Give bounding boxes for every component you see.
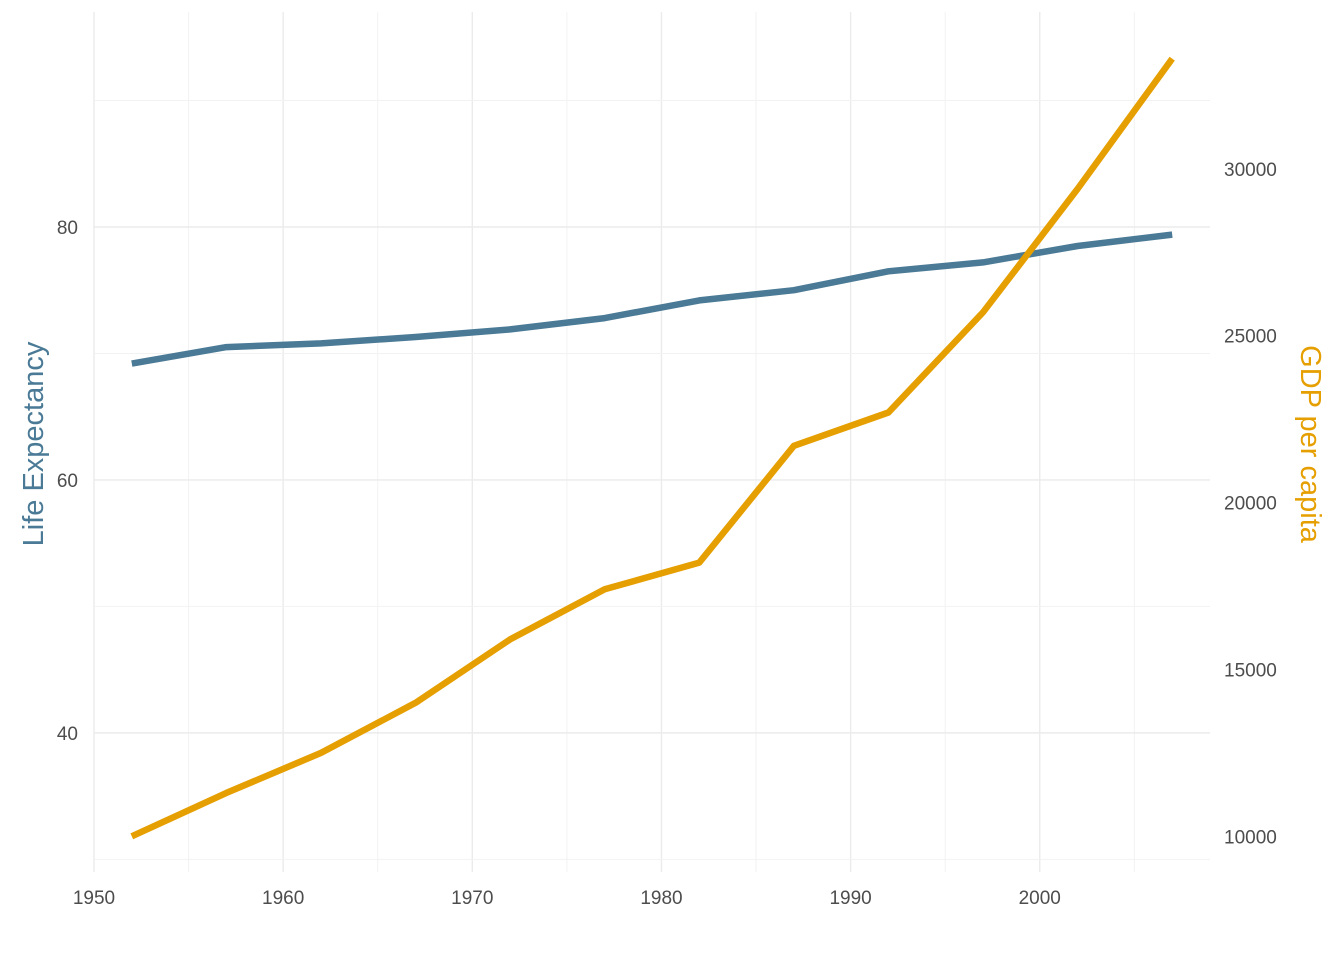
right-tick-label: 20000 (1224, 494, 1277, 515)
left-axis-tick-labels: 40 60 80 (57, 218, 78, 745)
right-tick-label: 15000 (1224, 660, 1277, 681)
x-tick-label: 1970 (451, 888, 493, 909)
right-tick-label: 25000 (1224, 327, 1277, 348)
left-tick-label: 80 (57, 218, 78, 239)
life-expectancy-line (131, 231, 1173, 367)
x-tick-label: 1980 (640, 888, 682, 909)
series-lines (130, 56, 1175, 840)
x-tick-label: 1960 (262, 888, 304, 909)
right-tick-label: 30000 (1224, 160, 1277, 181)
x-axis-tick-labels: 1950 1960 1970 1980 1990 2000 (73, 888, 1061, 909)
left-tick-label: 60 (57, 471, 78, 492)
right-axis-title: GDP per capita (1294, 345, 1326, 544)
x-tick-label: 2000 (1019, 888, 1061, 909)
right-axis-tick-labels: 10000 15000 20000 25000 30000 (1224, 160, 1277, 848)
left-axis-title: Life Expectancy (18, 341, 50, 546)
grid-lines (93, 12, 1210, 872)
right-tick-label: 10000 (1224, 827, 1277, 848)
x-tick-label: 1950 (73, 888, 115, 909)
left-tick-label: 40 (57, 724, 78, 745)
x-tick-label: 1990 (829, 888, 871, 909)
gdp-per-capita-line (130, 56, 1175, 840)
